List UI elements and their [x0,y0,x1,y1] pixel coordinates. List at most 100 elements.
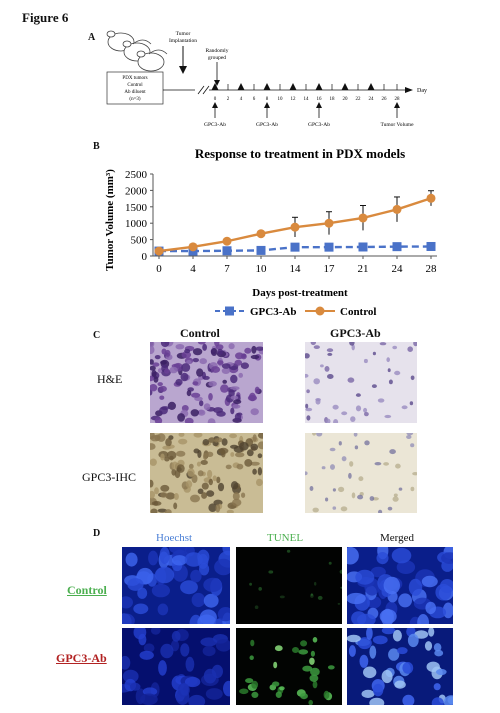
dose-arrow-icon [212,102,218,108]
axis-break-icon [197,85,205,95]
fluor-row-control: Control [67,583,107,597]
x-tick-label: 17 [324,263,336,275]
x-tick-label: 0 [156,263,162,275]
dose-arrow-icon [316,102,322,108]
fluor-col-tunel: TUNEL [267,532,304,544]
he-control-image [150,342,263,423]
x-tick-label: 4 [190,263,196,275]
groups-box [106,71,164,105]
tumor-implant-label-2: Implantation [169,38,197,44]
timeline-day-label: 8 [266,97,269,102]
x-tick-label: 28 [426,263,438,275]
chart-y-label: Tumor Volume (mm³) [104,169,116,271]
y-tick-label: 2500 [125,169,148,181]
timeline-day-label: 10 [278,97,284,102]
endpoint-arrow-icon [394,102,400,108]
chart-title: Response to treatment in PDX models [195,146,405,161]
data-point [324,242,334,252]
timeline-day-label: 16 [317,97,323,102]
data-point [324,218,334,228]
timeline-schematic: Tumor Implantation Randomly grouped PDX … [106,30,427,128]
dose-triangle-icon [289,83,297,90]
x-tick-label: 7 [224,263,230,275]
data-point [426,241,436,251]
timeline-day-label: 2 [227,97,230,102]
merged-control-image [347,547,453,624]
timeline-day-label: 14 [304,97,310,102]
timeline-day-label: 0 [214,97,217,102]
hoechst-control-image [122,547,230,624]
mice-icon [106,30,168,72]
dose-triangle-icon [315,83,323,90]
random-label-2: grouped [208,55,226,61]
data-point [358,242,368,252]
timeline-day-label: 20 [343,97,349,102]
fluor-col-hoechst: Hoechst [156,532,193,544]
ihc-control-image [150,433,263,513]
dose-label: GPC3-Ab [308,122,330,128]
timeline-day-label: 12 [291,97,297,102]
figure-title: Figure 6 [22,10,69,25]
hoechst-gpc3-image [122,628,230,705]
dose-arrow-icon [264,102,270,108]
data-point [358,213,368,223]
chart-x-label: Days post-treatment [252,287,348,299]
legend-marker-gpc3 [225,306,234,316]
data-point [222,246,232,256]
box-line-2: Control [127,83,143,88]
endpoint-label: Tumor Volume [380,122,414,128]
y-tick-label: 0 [142,251,148,263]
timeline-day-label: 24 [369,97,375,102]
dose-triangle-icon [367,83,375,90]
panel-letter-a: A [88,32,96,43]
chart-legend: GPC3-Ab Control [215,306,376,318]
random-label-1: Randomly [206,48,229,54]
timeline-day-label: 18 [330,97,336,102]
timeline-day-label: 26 [382,97,388,102]
dose-triangle-icon [341,83,349,90]
dose-triangle-icon [211,83,219,90]
timeline-day-label: 6 [253,97,256,102]
data-point [222,236,232,246]
dose-label: GPC3-Ab [204,122,226,128]
data-point [256,229,266,239]
fluor-col-merged: Merged [380,532,415,544]
box-line-3: Ab diluent [124,90,146,95]
data-point [290,242,300,252]
implant-arrow-head-icon [179,66,187,74]
timeline-day-label: 28 [395,97,401,102]
data-point [154,246,164,256]
dose-triangle-icon [263,83,271,90]
dose-label: GPC3-Ab [256,122,278,128]
panel-letter-d: D [93,528,101,539]
x-tick-label: 24 [392,263,404,275]
tumor-implant-label-1: Tumor [176,31,191,37]
data-point [392,204,402,214]
legend-label-gpc3: GPC3-Ab [250,306,296,318]
box-line-4: (n=3) [129,97,140,102]
y-tick-label: 1500 [125,202,148,214]
histology-col-gpc3: GPC3-Ab [330,326,381,340]
panel-letter-b: B [93,141,100,152]
y-tick-label: 500 [131,235,148,247]
y-tick-label: 1000 [125,218,148,230]
histology-row-ihc: GPC3-IHC [82,470,137,484]
series-control [154,190,436,256]
fluor-row-gpc3: GPC3-Ab [56,651,107,665]
tunel-control-image [236,547,342,624]
box-line-1: PDX tumors [122,76,147,81]
he-gpc3-image [305,342,417,423]
legend-label-control: Control [340,306,376,318]
data-point [426,193,436,203]
x-tick-label: 21 [358,263,369,275]
x-tick-label: 10 [256,263,268,275]
merged-gpc3-image [347,628,453,705]
tumor-volume-chart: Response to treatment in PDX models Tumo… [104,146,438,318]
data-point [290,222,300,232]
timeline-day-label: 22 [356,97,362,102]
data-point [256,245,266,255]
histology-row-he: H&E [97,372,123,386]
timeline-unit: Day [417,88,427,94]
histology-col-control: Control [180,326,220,340]
legend-marker-control [315,306,325,316]
